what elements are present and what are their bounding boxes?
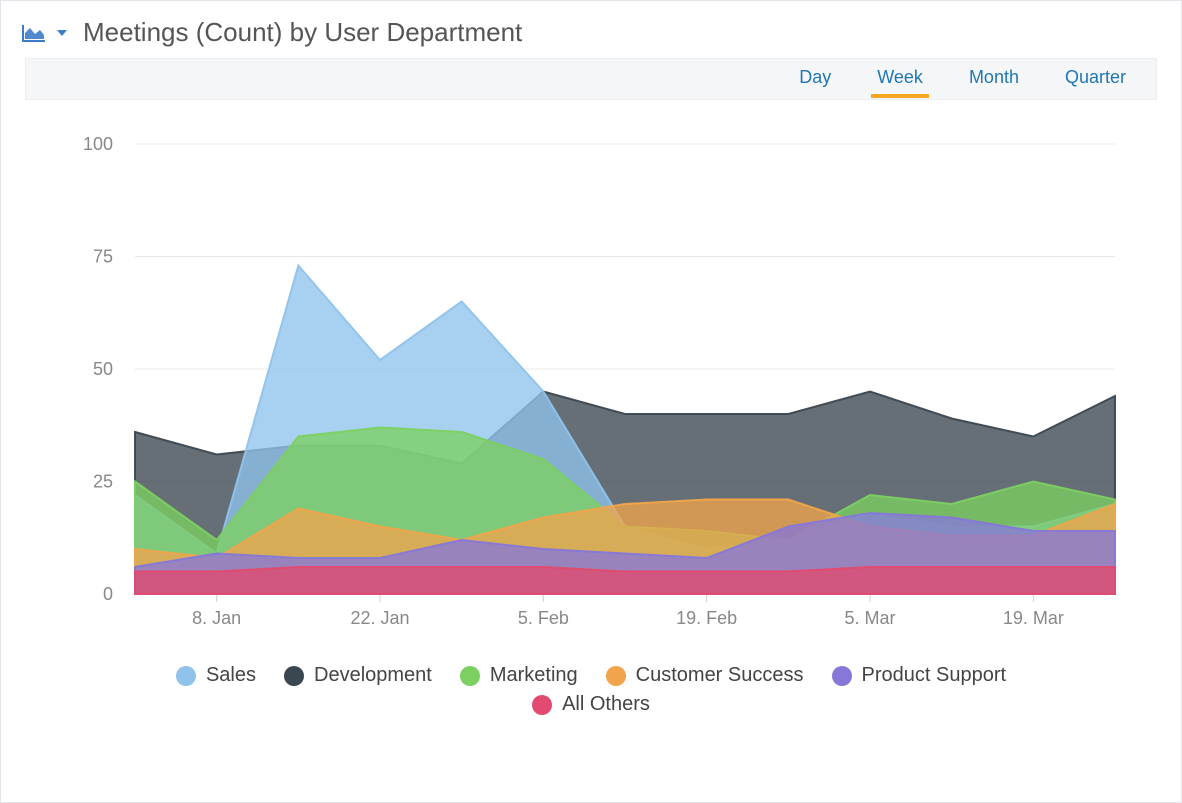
- chart-area: 0 25 50 75 100 8. Jan 22. Jan 5. Feb 19. Feb 5. M…: [25, 124, 1157, 654]
- svg-text:0: 0: [103, 584, 113, 604]
- svg-text:19. Feb: 19. Feb: [676, 608, 737, 628]
- legend-label: Product Support: [862, 664, 1007, 687]
- chart-card: Meetings (Count) by User Department Day W…: [0, 0, 1182, 803]
- legend-swatch: [284, 666, 304, 686]
- area-chart-svg: 0 25 50 75 100 8. Jan 22. Jan 5. Feb 19. Feb 5. M…: [25, 124, 1145, 654]
- svg-text:25: 25: [93, 472, 113, 492]
- svg-text:8. Jan: 8. Jan: [192, 608, 241, 628]
- card-title: Meetings (Count) by User Department: [83, 17, 522, 48]
- svg-text:50: 50: [93, 359, 113, 379]
- timescale-bar: Day Week Month Quarter: [25, 58, 1157, 100]
- legend-swatch: [606, 666, 626, 686]
- legend-label: Sales: [206, 664, 256, 687]
- timescale-tab-quarter[interactable]: Quarter: [1065, 67, 1126, 92]
- legend-item-all-others[interactable]: All Others: [532, 693, 650, 716]
- legend: Sales Development Marketing Customer Succes…: [1, 654, 1181, 734]
- legend-swatch: [532, 695, 552, 715]
- svg-text:100: 100: [83, 134, 113, 154]
- legend-label: Development: [314, 664, 432, 687]
- svg-text:22. Jan: 22. Jan: [350, 608, 409, 628]
- legend-item-sales[interactable]: Sales: [176, 664, 256, 687]
- legend-item-marketing[interactable]: Marketing: [460, 664, 578, 687]
- svg-text:5. Mar: 5. Mar: [844, 608, 895, 628]
- legend-item-product-support[interactable]: Product Support: [832, 664, 1007, 687]
- chart-type-caret-icon[interactable]: [57, 28, 67, 38]
- card-header: Meetings (Count) by User Department: [1, 1, 1181, 58]
- timescale-tab-day[interactable]: Day: [799, 67, 831, 92]
- svg-text:75: 75: [93, 247, 113, 267]
- legend-label: All Others: [562, 693, 650, 716]
- legend-swatch: [176, 666, 196, 686]
- legend-item-customer-success[interactable]: Customer Success: [606, 664, 804, 687]
- svg-text:19. Mar: 19. Mar: [1003, 608, 1064, 628]
- legend-swatch: [832, 666, 852, 686]
- svg-text:5. Feb: 5. Feb: [518, 608, 569, 628]
- legend-label: Customer Success: [636, 664, 804, 687]
- timescale-tab-week[interactable]: Week: [877, 67, 923, 92]
- legend-swatch: [460, 666, 480, 686]
- area-chart-icon[interactable]: [21, 23, 47, 43]
- legend-label: Marketing: [490, 664, 578, 687]
- timescale-tab-month[interactable]: Month: [969, 67, 1019, 92]
- legend-item-development[interactable]: Development: [284, 664, 432, 687]
- series-all-others[interactable]: [135, 567, 1115, 594]
